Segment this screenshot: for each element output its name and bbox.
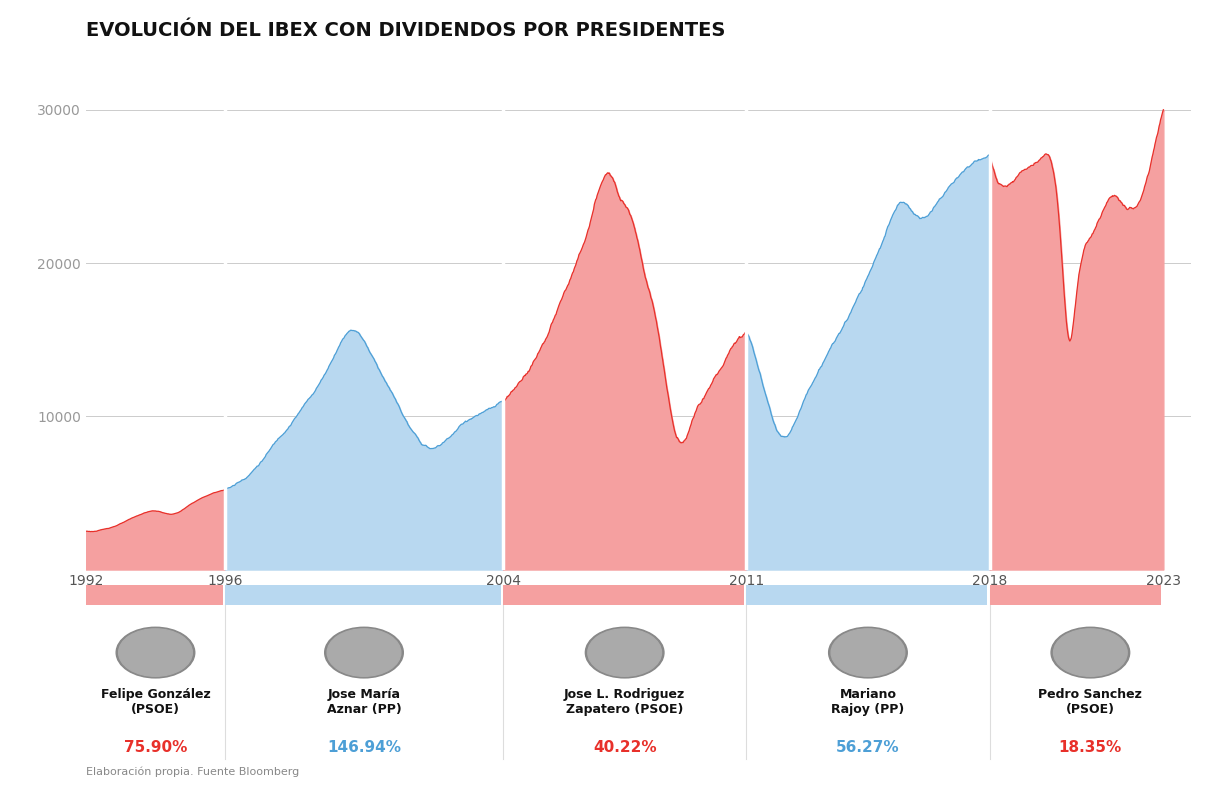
Text: Pedro Sanchez
(PSOE): Pedro Sanchez (PSOE) xyxy=(1039,688,1142,716)
Text: 18.35%: 18.35% xyxy=(1059,740,1122,755)
Text: Mariano
Rajoy (PP): Mariano Rajoy (PP) xyxy=(831,688,905,716)
Text: 56.27%: 56.27% xyxy=(836,740,900,755)
Text: 40.22%: 40.22% xyxy=(593,740,657,755)
Text: Elaboración propia. Fuente Bloomberg: Elaboración propia. Fuente Bloomberg xyxy=(86,766,300,777)
Text: EVOLUCIÓN DEL IBEX CON DIVIDENDOS POR PRESIDENTES: EVOLUCIÓN DEL IBEX CON DIVIDENDOS POR PR… xyxy=(86,21,726,40)
Text: Felipe González
(PSOE): Felipe González (PSOE) xyxy=(101,688,210,716)
Text: Jose L. Rodriguez
Zapatero (PSOE): Jose L. Rodriguez Zapatero (PSOE) xyxy=(564,688,685,716)
Text: ✕: ✕ xyxy=(1147,749,1168,774)
Text: 75.90%: 75.90% xyxy=(124,740,187,755)
Text: 146.94%: 146.94% xyxy=(327,740,402,755)
Text: Jose María
Aznar (PP): Jose María Aznar (PP) xyxy=(327,688,402,716)
